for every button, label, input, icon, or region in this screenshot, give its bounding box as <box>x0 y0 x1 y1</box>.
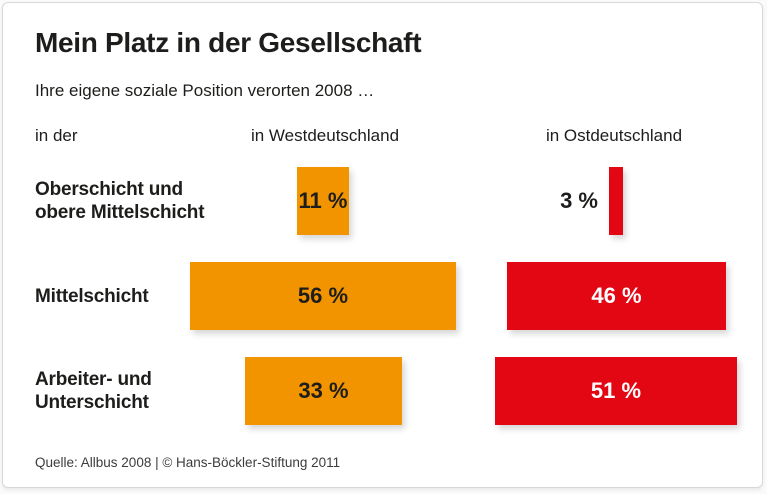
bar-value-label: 56 % <box>297 283 349 308</box>
bar-west: 56 % <box>190 262 456 330</box>
row-label: Oberschicht und obere Mittelschicht <box>35 179 205 223</box>
column-header-east: in Ostdeutschland <box>545 126 683 145</box>
bar-east <box>609 167 623 235</box>
chart-card: Mein Platz in der Gesellschaft Ihre eige… <box>2 2 763 488</box>
bar-west: 11 % <box>297 167 349 235</box>
column-header-category: in der <box>35 126 78 145</box>
column-header-west: in Westdeutschland <box>250 126 400 145</box>
bar-value-label: 3 % <box>560 188 598 213</box>
source-note: Quelle: Allbus 2008 | © Hans-Böckler-Sti… <box>35 455 341 470</box>
row-label: Mittelschicht <box>35 285 149 307</box>
bar-west: 33 % <box>245 357 402 425</box>
page-subtitle: Ihre eigene soziale Position verorten 20… <box>35 81 375 100</box>
page-title: Mein Platz in der Gesellschaft <box>35 27 422 58</box>
bar-east: 46 % <box>507 262 726 330</box>
bar-value-label: 33 % <box>298 378 349 403</box>
bar-value-label: 11 % <box>298 188 348 213</box>
bar-value-label: 51 % <box>590 378 642 403</box>
row-label: Arbeiter- und Unterschicht <box>35 369 152 413</box>
bar-east: 51 % <box>495 357 737 425</box>
bar-value-label: 46 % <box>591 283 642 308</box>
